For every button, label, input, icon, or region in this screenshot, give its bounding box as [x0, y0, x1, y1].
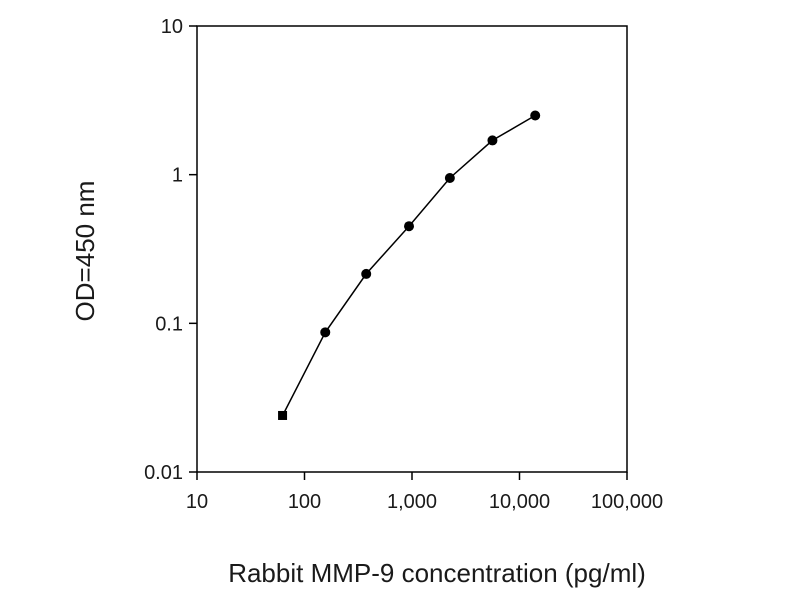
data-point — [487, 135, 498, 146]
y-tick-label: 1 — [172, 165, 183, 187]
y-tick-label: 10 — [161, 16, 183, 38]
x-tick-label: 100,000 — [591, 491, 663, 513]
data-point — [361, 268, 372, 279]
data-point — [320, 327, 331, 338]
y-tick-label: 0.1 — [155, 313, 183, 335]
y-tick-label: 0.01 — [144, 462, 183, 484]
x-tick-label: 100 — [288, 491, 321, 513]
x-axis-ticks: 10 100 1,000 10,000 100,000 — [186, 472, 663, 513]
data-point — [444, 172, 455, 183]
x-axis-title: Rabbit MMP-9 concentration (pg/ml) — [228, 558, 646, 588]
y-axis-title: OD=450 nm — [70, 181, 100, 322]
data-point — [530, 110, 541, 121]
y-axis-ticks: 0.01 0.1 1 10 — [144, 16, 197, 484]
plot-frame — [196, 25, 628, 473]
x-tick-label: 10 — [186, 491, 208, 513]
x-tick-label: 1,000 — [387, 491, 437, 513]
series-line — [281, 114, 536, 416]
series-layer — [278, 110, 541, 420]
data-point — [404, 221, 415, 232]
x-tick-label: 10,000 — [489, 491, 550, 513]
data-point — [278, 410, 288, 420]
